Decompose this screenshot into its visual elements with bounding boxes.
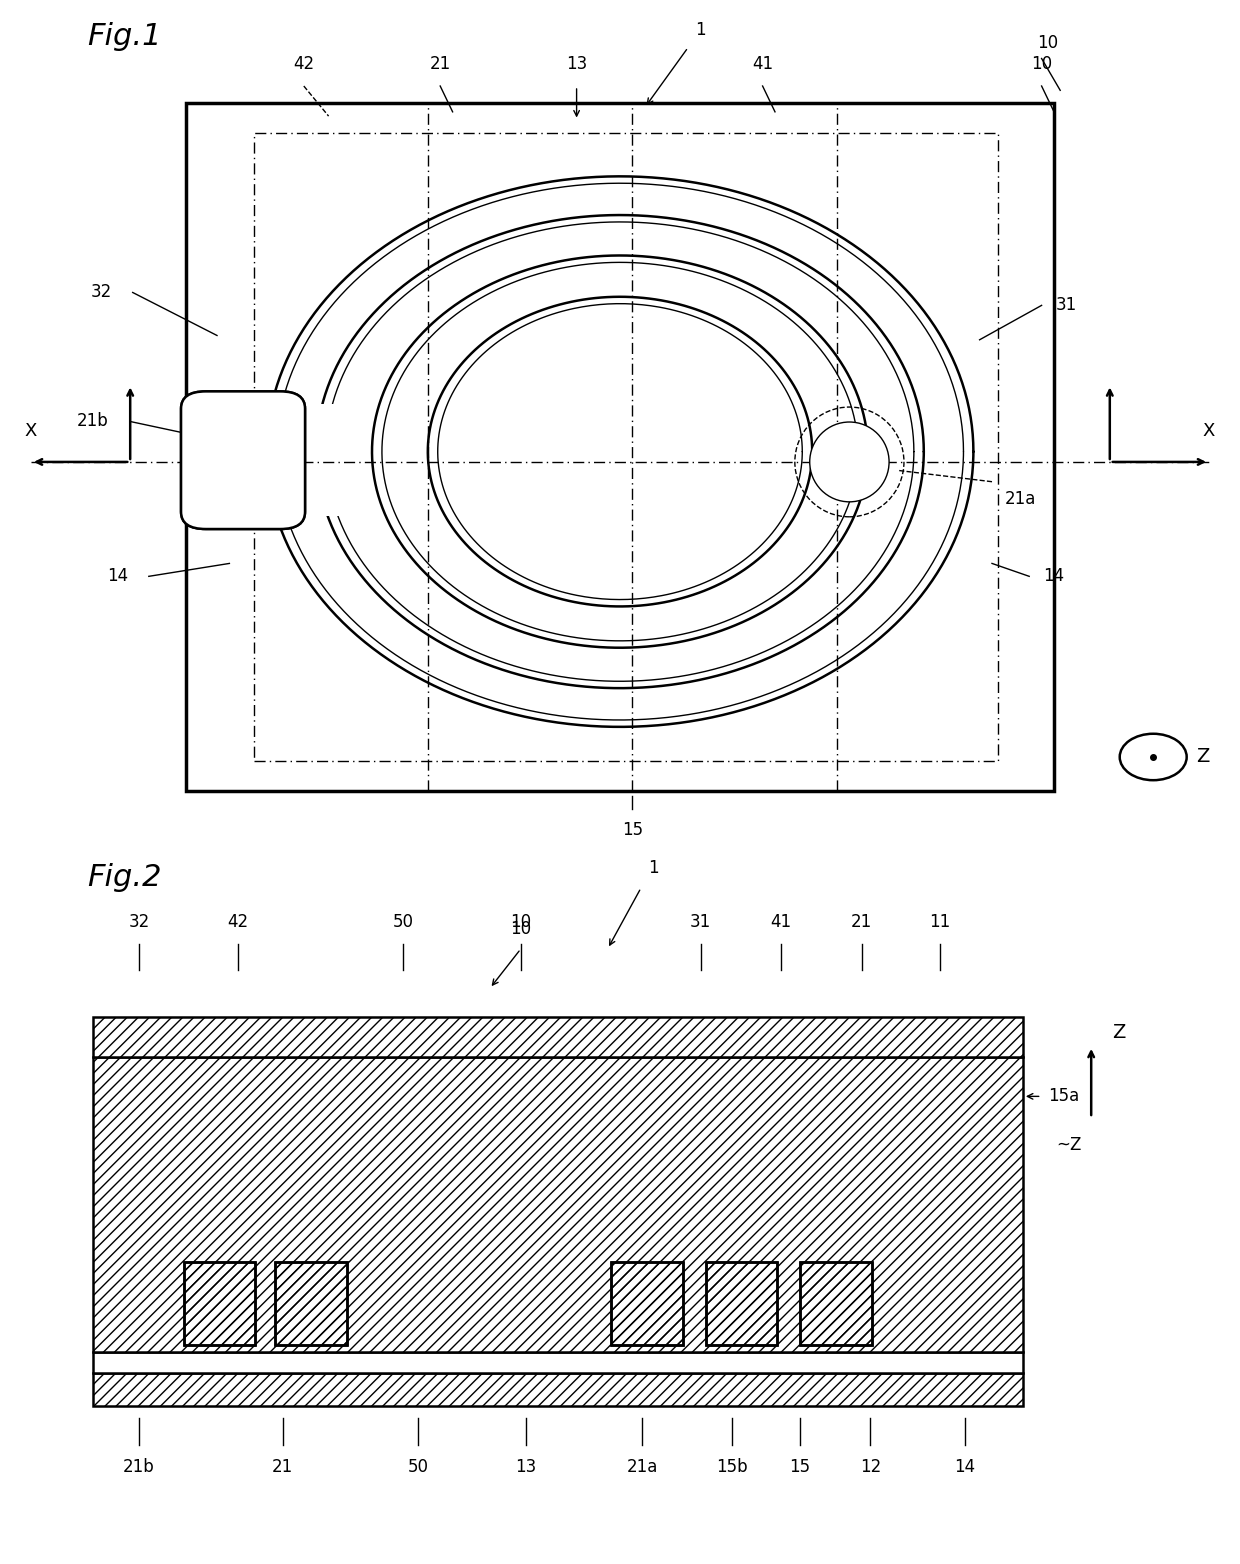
FancyBboxPatch shape bbox=[181, 391, 305, 529]
Text: 42: 42 bbox=[227, 913, 249, 931]
Text: 21b: 21b bbox=[123, 1458, 155, 1475]
Bar bbox=[707, 1262, 776, 1343]
Text: X: X bbox=[1203, 422, 1215, 441]
Text: 1: 1 bbox=[649, 859, 658, 877]
Text: 12: 12 bbox=[859, 1458, 882, 1475]
Bar bbox=[611, 1262, 683, 1345]
Bar bbox=[613, 1262, 682, 1343]
Bar bbox=[93, 1017, 1023, 1057]
Text: ~Z: ~Z bbox=[1056, 1135, 1081, 1154]
Text: 42: 42 bbox=[293, 55, 315, 74]
Bar bbox=[275, 1262, 347, 1345]
Text: 21a: 21a bbox=[626, 1458, 658, 1475]
Bar bbox=[277, 1262, 346, 1343]
Text: 13: 13 bbox=[565, 55, 588, 74]
Text: 32: 32 bbox=[128, 913, 150, 931]
Bar bbox=[93, 1351, 1023, 1373]
Text: 14: 14 bbox=[954, 1458, 976, 1475]
Bar bbox=[185, 1262, 254, 1343]
Bar bbox=[93, 1373, 1023, 1406]
Text: 10: 10 bbox=[510, 913, 532, 931]
Text: Fig.2: Fig.2 bbox=[87, 862, 161, 891]
Text: 15: 15 bbox=[621, 821, 644, 840]
Bar bbox=[275, 1262, 347, 1345]
Text: 41: 41 bbox=[751, 55, 774, 74]
Text: 1: 1 bbox=[696, 20, 706, 39]
Text: 10: 10 bbox=[510, 920, 532, 938]
Text: 10: 10 bbox=[1037, 33, 1059, 52]
Bar bbox=[800, 1262, 872, 1345]
Ellipse shape bbox=[810, 422, 889, 502]
Text: 15: 15 bbox=[789, 1458, 811, 1475]
Text: 14: 14 bbox=[107, 568, 129, 585]
Text: 10: 10 bbox=[1030, 55, 1053, 74]
Text: 21: 21 bbox=[272, 1458, 294, 1475]
Text: 13: 13 bbox=[515, 1458, 537, 1475]
Text: 21: 21 bbox=[851, 913, 873, 931]
Text: 15a: 15a bbox=[1048, 1087, 1079, 1106]
Text: Z: Z bbox=[1112, 1023, 1126, 1042]
Bar bbox=[611, 1262, 683, 1345]
Text: 11: 11 bbox=[929, 913, 951, 931]
Text: 21b: 21b bbox=[77, 413, 109, 430]
Bar bbox=[800, 1262, 872, 1345]
Bar bbox=[186, 103, 1054, 791]
Text: 31: 31 bbox=[689, 913, 712, 931]
Text: Z: Z bbox=[1197, 748, 1210, 766]
FancyBboxPatch shape bbox=[181, 391, 305, 529]
Text: Fig.1: Fig.1 bbox=[87, 22, 161, 50]
Text: 14: 14 bbox=[1043, 568, 1065, 585]
Text: X: X bbox=[25, 422, 37, 441]
Bar bbox=[706, 1262, 777, 1345]
Text: 15b: 15b bbox=[715, 1458, 748, 1475]
Text: 41: 41 bbox=[770, 913, 792, 931]
Bar bbox=[93, 1057, 1023, 1351]
Bar bbox=[706, 1262, 777, 1345]
Text: 50: 50 bbox=[393, 913, 413, 931]
Bar bbox=[184, 1262, 255, 1345]
Text: 50: 50 bbox=[408, 1458, 428, 1475]
Text: 31: 31 bbox=[1055, 296, 1078, 314]
Text: 21: 21 bbox=[429, 55, 451, 74]
Bar bbox=[184, 1262, 255, 1345]
Bar bbox=[254, 133, 998, 762]
Bar bbox=[801, 1262, 870, 1343]
Text: 32: 32 bbox=[91, 283, 113, 302]
Bar bbox=[200, 404, 348, 516]
Text: 21a: 21a bbox=[1004, 490, 1035, 508]
